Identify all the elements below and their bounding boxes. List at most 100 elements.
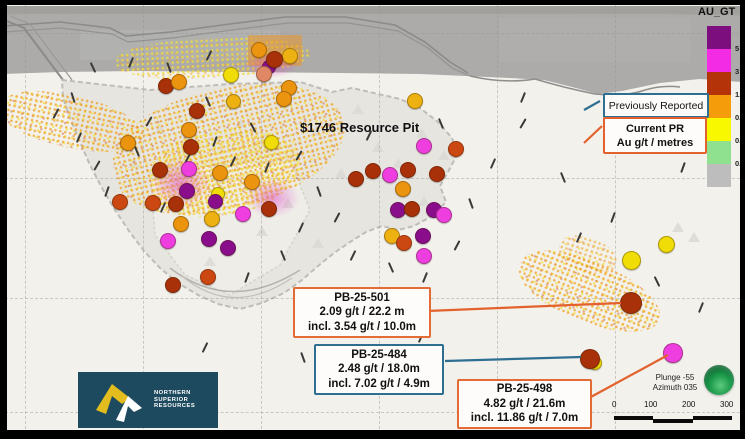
legend-value-label: 0.5 [735, 113, 741, 122]
drill-intercept-dot [448, 141, 464, 157]
orientation-text: Plunge -55 Azimuth 035 [644, 373, 706, 393]
drill-intercept-dot [265, 50, 283, 68]
interval: 2.09 g/t / 22.2 m [319, 306, 405, 319]
orientation-ball-icon [704, 365, 734, 395]
interval: 2.48 g/t / 18.0m [338, 363, 420, 376]
drill-intercept-dot [201, 231, 217, 247]
surface-contour [6, 16, 469, 74]
current-pr-indicator-line [583, 125, 603, 144]
annotation-box-pb-25-484: PB-25-484 2.48 g/t / 18.0m incl. 7.02 g/… [314, 344, 444, 395]
logo-text: NORTHERN SUPERIOR RESOURCES [154, 390, 196, 410]
drill-intercept-dot [263, 134, 279, 150]
drill-intercept-dot [429, 166, 445, 182]
ramp-line [9, 15, 73, 81]
leader-line-pb-25-501 [426, 301, 622, 313]
terrain-edge-wiggle [469, 75, 681, 96]
annotation-box-pb-25-498: PB-25-498 4.82 g/t / 21.6m incl. 11.86 g… [457, 379, 592, 429]
drill-intercept-dot [220, 240, 236, 256]
pit-label: $1746 Resource Pit [300, 120, 420, 135]
legend-value-label: 0.1 [735, 159, 741, 168]
previously-reported-callout: Previously Reported [603, 93, 709, 118]
previously-reported-label: Previously Reported [608, 99, 704, 112]
leader-lines [426, 100, 669, 399]
legend-segment [707, 26, 731, 49]
drill-intercept-dot [204, 211, 220, 227]
drill-intercept-dot [276, 91, 292, 107]
hole-id: PB-25-484 [351, 348, 407, 361]
drill-intercept-dot [171, 74, 187, 90]
drill-intercept-dot [404, 201, 420, 217]
drill-intercept-dot [173, 216, 189, 232]
plunge-label: Plunge -55 [655, 373, 695, 382]
legend-segment [707, 141, 731, 164]
interval: 4.82 g/t / 21.6m [483, 397, 566, 410]
map-area: $1746 Resource Pit AU_GT 531.50.50.30.1 … [6, 5, 741, 430]
drill-intercept-dot [436, 207, 452, 223]
drill-intercept-dot [282, 48, 298, 64]
included-interval: incl. 3.54 g/t / 10.0m [307, 320, 417, 333]
drill-intercept-dot [112, 194, 128, 210]
legend-value-label: 3 [735, 67, 740, 76]
current-pr-label-line2: Au g/t / metres [616, 136, 694, 149]
drill-intercept-dot [396, 235, 412, 251]
scale-tick-300: 300 [720, 400, 734, 409]
drill-intercept-dot [400, 162, 416, 178]
current-pr-label-line1: Current PR [625, 122, 685, 135]
drill-intercept-dot [251, 42, 267, 58]
azimuth-label: Azimuth 035 [652, 383, 698, 392]
drill-intercept-dot [621, 250, 641, 270]
legend-title: AU_GT [698, 6, 736, 18]
drill-intercept-dot [200, 269, 216, 285]
leader-line-pb-25-484 [444, 355, 582, 363]
legend-value-label: 1.5 [735, 90, 741, 99]
drill-intercept-dot [407, 93, 423, 109]
drill-intercept-dot [395, 181, 411, 197]
drill-intercept-dot [580, 349, 600, 369]
drill-intercept-dot [181, 161, 197, 177]
drill-intercept-dot [212, 165, 228, 181]
drill-intercept-dot [416, 248, 432, 264]
drill-intercept-dot [256, 66, 272, 82]
previously-reported-indicator-line [583, 100, 601, 111]
hole-id: PB-25-501 [334, 291, 390, 304]
pit-bottom-contour [181, 275, 293, 299]
scale-tick-0: 0 [612, 400, 617, 409]
logo-mark-icon [96, 384, 142, 422]
drill-intercept-dot [348, 171, 364, 187]
drill-intercept-dot [382, 167, 398, 183]
drill-intercept-dot [416, 138, 432, 154]
scale-tick-200: 200 [682, 400, 696, 409]
legend-segment [707, 164, 731, 187]
company-logo: NORTHERN SUPERIOR RESOURCES [78, 372, 218, 428]
drill-intercept-dot [235, 206, 251, 222]
drill-intercept-dot [181, 122, 197, 138]
current-pr-callout: Current PR Au g/t / metres [603, 117, 707, 154]
ramp-line [6, 19, 67, 85]
legend-segment [707, 118, 731, 141]
legend-segment [707, 49, 731, 72]
drill-intercept-dot [152, 162, 168, 178]
legend-segment [707, 95, 731, 118]
scale-tick-100: 100 [644, 400, 658, 409]
annotation-box-pb-25-501: PB-25-501 2.09 g/t / 22.2 m incl. 3.54 g… [293, 287, 431, 338]
drill-intercept-dot [244, 174, 260, 190]
drill-intercept-dot [160, 233, 176, 249]
surface-contour [6, 22, 471, 77]
drill-intercept-dot [207, 193, 223, 209]
included-interval: incl. 7.02 g/t / 4.9m [328, 377, 430, 390]
drill-intercept-dot [365, 163, 381, 179]
drill-intercept-dot [261, 201, 277, 217]
drill-intercept-dot [189, 103, 205, 119]
drill-intercept-dot [145, 195, 161, 211]
legend-value-label: 0.3 [735, 136, 741, 145]
legend-segment [707, 72, 731, 95]
included-interval: incl. 11.86 g/t / 7.0m [470, 412, 579, 425]
drill-intercept-dot [179, 183, 195, 199]
drill-intercept-dot [225, 93, 241, 109]
drill-intercept-dot [120, 135, 136, 151]
drill-intercept-dot [165, 277, 181, 293]
scale-bar: 0 100 200 300 [610, 400, 738, 424]
legend-color-bar: 5 3 1.5 0.5 0.3 0.1 [707, 26, 741, 187]
leader-line-pb-25-498 [588, 354, 669, 399]
